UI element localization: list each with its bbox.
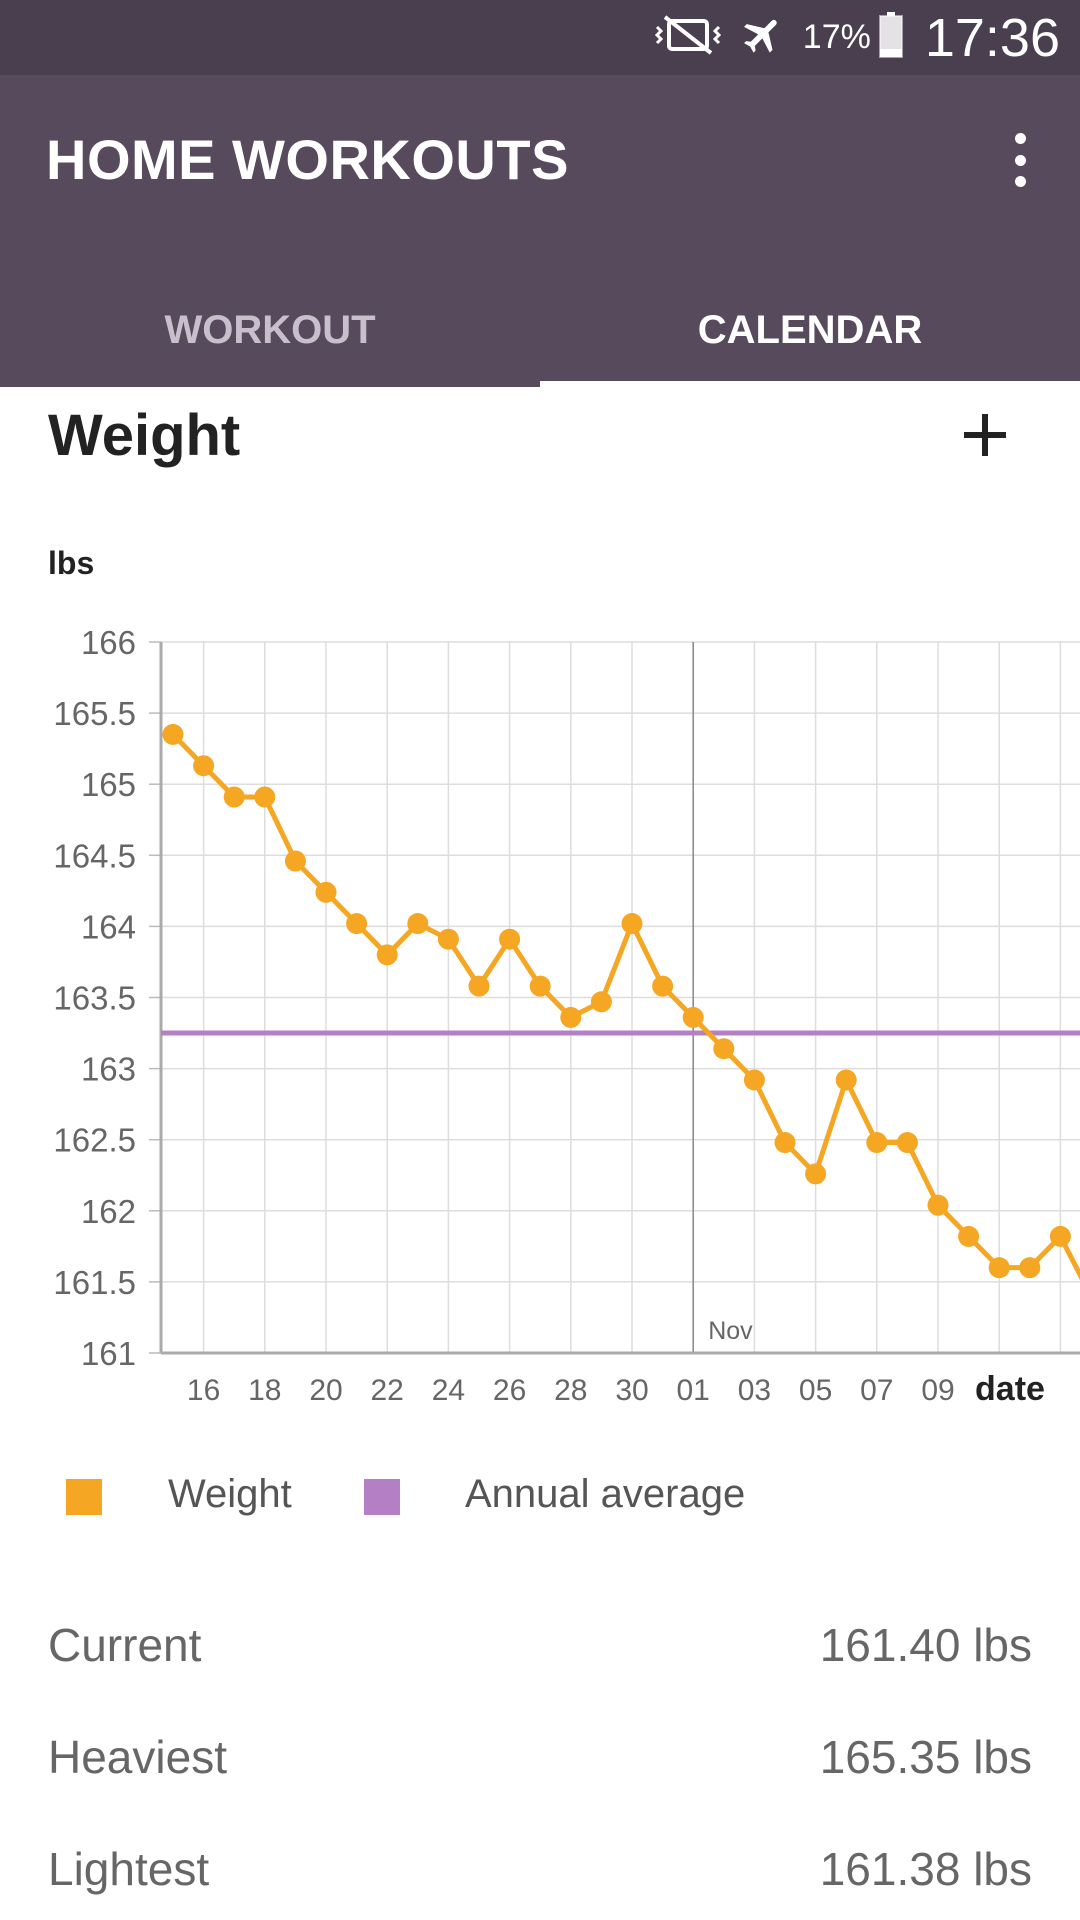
x-tick-label: 03 <box>738 1374 771 1407</box>
weight-point <box>1019 1257 1041 1279</box>
stat-label: Lightest <box>48 1843 210 1895</box>
weight-point <box>743 1069 765 1091</box>
x-tick-label: 09 <box>921 1374 954 1407</box>
legend-swatch-weight <box>66 1479 102 1515</box>
y-tick-label: 164 <box>81 908 136 945</box>
more-vert-icon[interactable] <box>1000 125 1040 195</box>
chart-legend: Weight Annual average <box>0 1462 1080 1532</box>
clock: 17:36 <box>924 7 1060 68</box>
x-tick-label: 30 <box>615 1374 648 1407</box>
weight-point <box>896 1132 918 1154</box>
battery-icon <box>878 12 925 63</box>
month-marker-label: Nov <box>708 1317 753 1345</box>
weight-point <box>805 1163 827 1185</box>
x-tick-label: 26 <box>493 1374 526 1407</box>
vibrate-mute-icon <box>653 15 723 60</box>
weight-point <box>499 928 521 950</box>
legend-swatch-average <box>364 1479 400 1515</box>
x-tick-label: 22 <box>371 1374 404 1407</box>
weight-point <box>376 944 398 966</box>
weight-point <box>621 913 643 935</box>
weight-chart[interactable]: lbs 166 165.5 165 164.5 164 163.5 163 162.5 162 16… <box>0 540 1080 1420</box>
weight-point <box>162 723 184 745</box>
weight-point <box>590 991 612 1013</box>
weight-point <box>254 786 276 808</box>
x-tick-label: 24 <box>432 1374 465 1407</box>
stat-value: 161.40 lbs <box>819 1619 1032 1671</box>
y-tick-label: 163.5 <box>53 980 136 1017</box>
y-tick-label: 164.5 <box>53 837 136 874</box>
status-icons: 17% 17:36 <box>653 0 1060 75</box>
weight-point <box>713 1038 735 1060</box>
airplane-icon <box>739 12 787 63</box>
y-tick-label: 166 <box>81 624 136 661</box>
stat-current: Current 161.40 lbs <box>48 1608 1032 1688</box>
x-tick-label: 16 <box>187 1374 220 1407</box>
weight-point <box>958 1225 980 1247</box>
tab-workout[interactable]: WORKOUT <box>164 307 376 352</box>
weight-point <box>468 975 490 997</box>
battery-percent: 17% <box>802 18 871 56</box>
weight-point <box>988 1257 1010 1279</box>
weight-point <box>315 881 337 903</box>
y-tick-label: 163 <box>81 1051 136 1088</box>
stat-heaviest: Heaviest 165.35 lbs <box>48 1720 1032 1800</box>
x-tick-label: 18 <box>248 1374 281 1407</box>
weight-chart-svg: lbs 166 165.5 165 164.5 164 163.5 163 162.5 162 16… <box>48 545 1080 1408</box>
x-tick-label: 07 <box>860 1374 893 1407</box>
weight-point <box>529 975 551 997</box>
y-tick-label: 162 <box>81 1193 136 1230</box>
weight-point <box>437 928 459 950</box>
y-tick-label: 161.5 <box>53 1264 136 1301</box>
legend-label-weight: Weight <box>168 1472 292 1516</box>
y-axis-label: lbs <box>48 545 94 581</box>
stat-lightest: Lightest 161.38 lbs <box>48 1832 1032 1912</box>
weight-point <box>682 1006 704 1028</box>
stat-label: Heaviest <box>48 1731 227 1783</box>
y-tick-label: 165.5 <box>53 695 136 732</box>
weight-point <box>346 913 368 935</box>
app-bar: HOME WORKOUTS WORKOUT CALENDAR <box>0 75 1080 387</box>
stat-value: 165.35 lbs <box>819 1731 1032 1783</box>
weight-point <box>835 1069 857 1091</box>
x-tick-label: 28 <box>554 1374 587 1407</box>
weight-point <box>223 786 245 808</box>
app-title: HOME WORKOUTS <box>46 128 569 191</box>
weight-point <box>560 1006 582 1028</box>
y-tick-label: 165 <box>81 766 136 803</box>
stat-label: Current <box>48 1619 202 1671</box>
legend-label-average: Annual average <box>465 1472 746 1516</box>
weight-point <box>866 1132 888 1154</box>
plus-icon[interactable] <box>950 400 1020 470</box>
x-tick-label: 05 <box>799 1374 832 1407</box>
x-tick-label: 01 <box>677 1374 710 1407</box>
section-title: Weight <box>48 403 241 468</box>
status-bar: 17% 17:36 <box>0 0 1080 75</box>
weight-point <box>774 1132 796 1154</box>
y-tick-label: 161 <box>81 1335 136 1372</box>
x-axis-label: date <box>975 1370 1045 1408</box>
weight-point <box>927 1194 949 1216</box>
weight-point <box>652 975 674 997</box>
x-tick-label: 20 <box>309 1374 342 1407</box>
weight-point <box>407 913 429 935</box>
tab-indicator <box>540 381 1080 387</box>
weight-point <box>284 850 306 872</box>
weight-point <box>1049 1225 1071 1247</box>
tab-calendar[interactable]: CALENDAR <box>697 307 923 352</box>
stat-value: 161.38 lbs <box>819 1843 1032 1895</box>
y-tick-label: 162.5 <box>53 1122 136 1159</box>
weight-point <box>193 755 215 777</box>
